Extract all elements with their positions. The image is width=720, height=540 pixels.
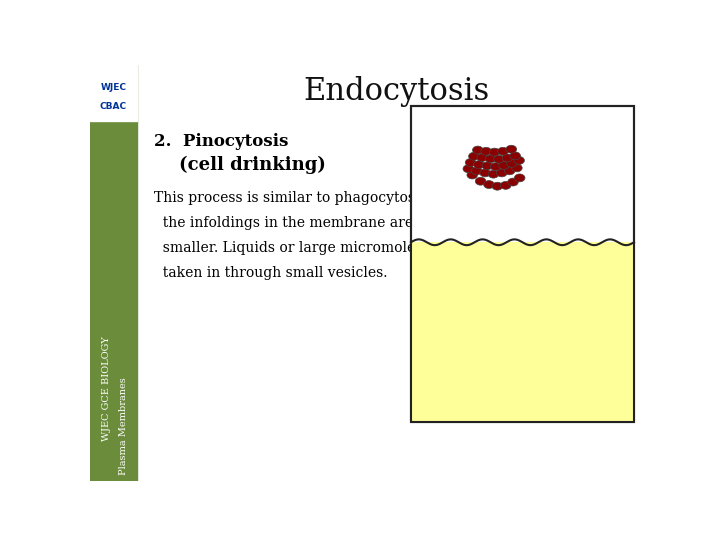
Circle shape xyxy=(507,159,517,167)
Circle shape xyxy=(506,145,516,153)
Circle shape xyxy=(498,147,508,155)
Circle shape xyxy=(497,169,507,177)
Text: This process is similar to phagocytosis, but here: This process is similar to phagocytosis,… xyxy=(154,191,495,205)
Text: Endocytosis: Endocytosis xyxy=(304,76,490,107)
Circle shape xyxy=(508,178,518,186)
Circle shape xyxy=(472,146,483,154)
Text: WJEC GCE BIOLOGY: WJEC GCE BIOLOGY xyxy=(102,337,111,442)
Circle shape xyxy=(485,155,496,163)
Circle shape xyxy=(474,160,485,168)
Circle shape xyxy=(488,170,499,178)
Text: smaller. Liquids or large micromolecules are: smaller. Liquids or large micromolecules… xyxy=(154,241,480,255)
Text: 2.  Pinocytosis: 2. Pinocytosis xyxy=(154,133,289,150)
Circle shape xyxy=(514,174,525,182)
Circle shape xyxy=(472,167,482,175)
Circle shape xyxy=(510,152,521,160)
Circle shape xyxy=(467,171,477,179)
Text: (cell drinking): (cell drinking) xyxy=(154,156,326,174)
Circle shape xyxy=(499,161,509,170)
Circle shape xyxy=(475,177,486,185)
Circle shape xyxy=(482,162,492,170)
Bar xyxy=(90,65,137,481)
Circle shape xyxy=(490,163,501,171)
Bar xyxy=(90,65,137,121)
Text: WJEC: WJEC xyxy=(100,83,126,92)
Bar xyxy=(411,242,634,422)
Circle shape xyxy=(502,154,513,162)
Circle shape xyxy=(512,164,522,172)
Circle shape xyxy=(494,155,504,163)
Text: Plasma Membranes: Plasma Membranes xyxy=(119,377,128,475)
Text: taken in through small vesicles.: taken in through small vesicles. xyxy=(154,266,387,280)
Circle shape xyxy=(484,180,494,188)
Circle shape xyxy=(480,169,490,177)
Circle shape xyxy=(477,153,487,161)
Bar xyxy=(411,106,634,422)
Circle shape xyxy=(481,147,492,155)
Circle shape xyxy=(465,159,476,166)
Circle shape xyxy=(469,152,480,160)
Text: CBAC: CBAC xyxy=(99,102,127,111)
Text: the infoldings in the membrane are much: the infoldings in the membrane are much xyxy=(154,216,456,230)
Circle shape xyxy=(504,167,515,175)
Circle shape xyxy=(463,165,474,173)
Circle shape xyxy=(490,148,500,156)
Bar xyxy=(411,106,634,422)
Circle shape xyxy=(500,181,511,190)
Circle shape xyxy=(514,157,524,164)
Circle shape xyxy=(492,183,503,190)
